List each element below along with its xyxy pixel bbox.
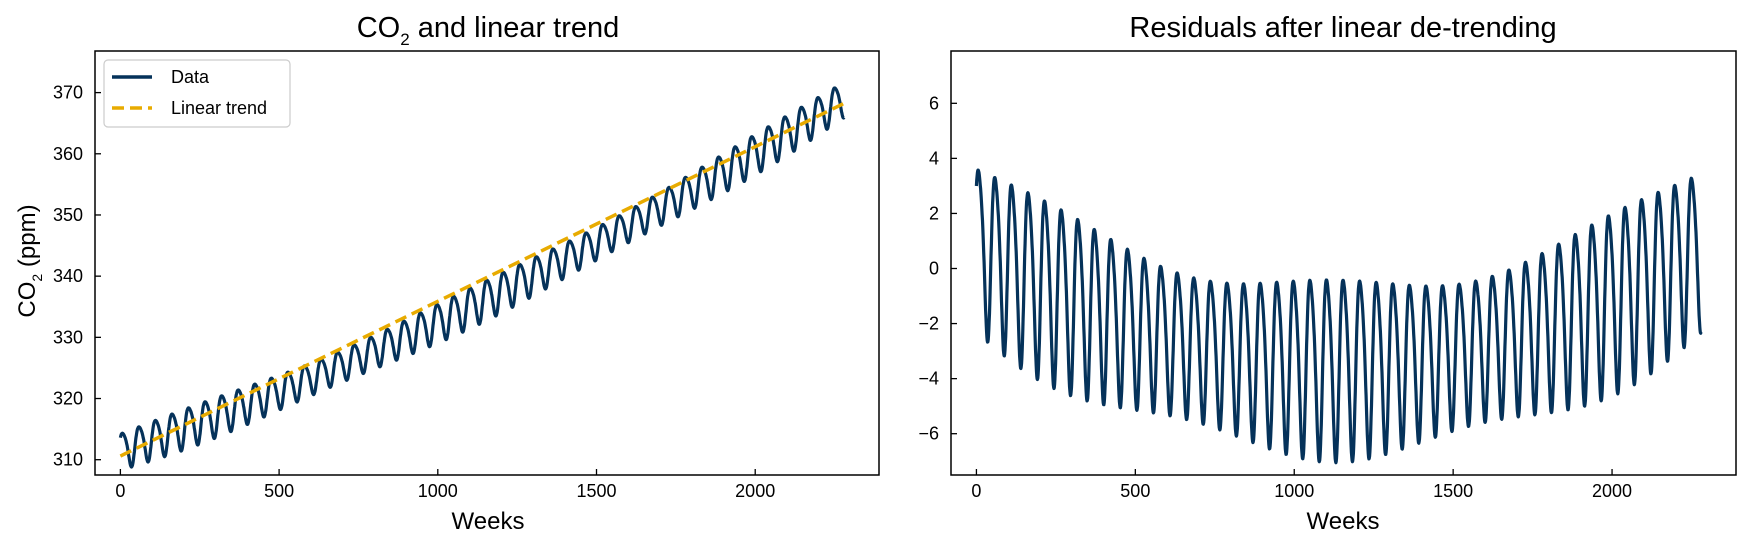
y-tick-label: 310 [53,450,83,470]
y-tick-label: 320 [53,389,83,409]
y-tick-label: −4 [918,369,939,389]
legend-trend-label: Linear trend [171,98,267,118]
series-residual-line [974,168,1703,465]
left-y-axis-label: CO2 (ppm) [14,204,45,317]
x-tick-label: 0 [115,481,125,501]
co2-trend-panel: CO2 and linear trend 0 500 1000 1500 2000 31… [14,12,880,535]
residuals-panel: Residuals after linear de-trending 0 500 1… [918,12,1737,535]
y-tick-label: −2 [918,314,939,334]
legend: Data Linear trend [103,59,291,128]
y-tick-label: 330 [53,327,83,347]
series-trend-line [119,101,845,458]
y-tick-label: −6 [918,424,939,444]
y-tick-label: 350 [53,205,83,225]
x-tick-label: 1500 [576,481,616,501]
y-tick-label: 370 [53,83,83,103]
y-tick-label: 360 [53,144,83,164]
right-plot-area [974,168,1703,465]
right-title: Residuals after linear de-trending [1129,12,1556,44]
x-tick-label: 2000 [735,481,775,501]
y-tick-label: 6 [929,93,939,113]
left-x-ticks: 0 500 1000 1500 2000 [115,469,775,501]
right-axes-frame [950,50,1737,476]
legend-data-label: Data [171,67,210,87]
x-tick-label: 2000 [1592,481,1632,501]
right-y-ticks: −6 −4 −2 0 2 4 6 [918,93,957,444]
y-tick-label: 0 [929,259,939,279]
x-tick-label: 1500 [1433,481,1473,501]
y-tick-label: 4 [929,148,939,168]
y-tick-label: 2 [929,203,939,223]
left-axes-frame [94,50,880,476]
x-tick-label: 500 [264,481,294,501]
right-x-ticks: 0 500 1000 1500 2000 [971,469,1632,501]
right-x-axis-label: Weeks [1307,508,1380,535]
left-y-ticks: 310 320 330 340 350 360 370 [53,83,101,470]
x-tick-label: 0 [971,481,981,501]
left-x-axis-label: Weeks [452,508,525,535]
x-tick-label: 1000 [1274,481,1314,501]
series-data-line [118,86,846,469]
x-tick-label: 500 [1120,481,1150,501]
y-tick-label: 340 [53,266,83,286]
left-plot-area [118,86,846,469]
left-title: CO2 and linear trend [357,12,620,49]
x-tick-label: 1000 [418,481,458,501]
